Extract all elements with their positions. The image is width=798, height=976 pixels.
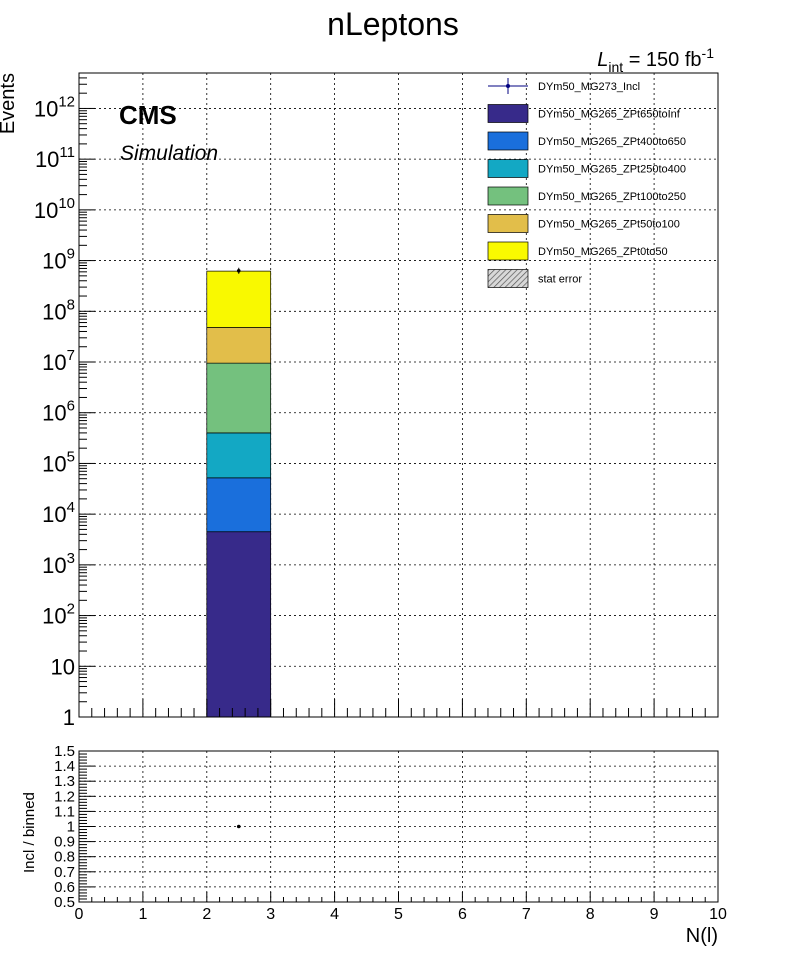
y-tick-base: 10 <box>42 502 66 527</box>
y-tick-exponent: 4 <box>67 499 75 516</box>
y-tick-base: 10 <box>42 451 66 476</box>
legend-label: DYm50_MG265_ZPt0to50 <box>538 246 668 258</box>
lumi-superscript: -1 <box>702 45 715 61</box>
legend-label: DYm50_MG273_Incl <box>538 81 640 93</box>
stack-segment <box>206 432 272 479</box>
y-tick-base: 10 <box>42 350 66 375</box>
data-point <box>236 268 241 273</box>
y-tick-exponent: 12 <box>58 93 75 110</box>
y-tick-label: 1 <box>63 705 75 730</box>
ratio-panel: 0.50.60.70.80.911.11.21.31.41.50 1 2 3 4 5 6 7 8… <box>21 743 727 947</box>
legend-label: DYm50_MG265_ZPt50to100 <box>538 219 680 231</box>
y-tick-label: 10 <box>51 654 75 679</box>
legend: DYm50_MG273_Incl DYm50_MG265_ZPt650toInf D… <box>487 78 686 288</box>
x-tick-label: 10 <box>709 906 727 923</box>
x-tick-label: 0 <box>75 906 84 923</box>
y-tick-exponent: 9 <box>67 246 75 263</box>
y-axis-title: Events <box>0 73 19 134</box>
y-tick-exponent: 10 <box>58 195 75 212</box>
y-tick-label: 1010 <box>34 195 75 223</box>
y-tick-exponent: 3 <box>67 550 75 567</box>
y-tick-label: 106 <box>42 398 75 426</box>
legend-label: DYm50_MG265_ZPt650toInf <box>538 109 681 121</box>
chart-title: nLeptons <box>327 6 459 42</box>
lumi-symbol: L <box>597 49 608 71</box>
x-axis-title: N(l) <box>686 925 718 947</box>
legend-swatch <box>487 214 529 233</box>
ratio-y-tick-label: 1.4 <box>54 758 75 775</box>
y-tick-base: 1 <box>63 705 75 730</box>
y-tick-base: 10 <box>51 654 75 679</box>
legend-label: DYm50_MG265_ZPt250to400 <box>538 164 686 176</box>
stack-segment <box>206 327 272 364</box>
y-tick-base: 10 <box>34 96 58 121</box>
lumi-value: = 150 fb <box>623 49 701 71</box>
ratio-y-tick-label: 1.1 <box>54 803 75 820</box>
legend-swatch <box>487 186 529 206</box>
y-tick-label: 102 <box>42 601 75 629</box>
ratio-y-tick-label: 1 <box>67 819 75 836</box>
ratio-y-tick-label: 0.6 <box>54 879 75 896</box>
ratio-y-tick-label: 0.5 <box>54 894 75 911</box>
legend-swatch <box>487 241 529 261</box>
ratio-y-tick-label: 0.7 <box>54 864 75 881</box>
x-tick-label: 2 <box>202 906 211 923</box>
y-tick-label: 109 <box>42 246 75 274</box>
y-tick-label: 103 <box>42 550 75 578</box>
x-tick-label: 1 <box>138 906 147 923</box>
x-tick-label: 6 <box>458 906 467 923</box>
luminosity-label: Lint = 150 fb-1 <box>597 45 714 75</box>
x-tick-label: 8 <box>586 906 595 923</box>
legend-swatch <box>487 131 529 151</box>
y-tick-exponent: 6 <box>67 398 75 415</box>
x-tick-label: 5 <box>394 906 403 923</box>
y-tick-base: 10 <box>34 198 58 223</box>
y-tick-base: 10 <box>42 299 66 324</box>
ratio-y-tick-label: 0.9 <box>54 834 75 851</box>
legend-swatch <box>487 104 529 123</box>
x-tick-label: 4 <box>330 906 339 923</box>
y-tick-exponent: 8 <box>67 296 75 313</box>
legend-label: stat error <box>538 274 582 286</box>
y-tick-label: 105 <box>42 448 75 476</box>
stack-segment <box>206 270 272 328</box>
legend-swatch-hatch <box>487 269 529 288</box>
ratio-point <box>236 824 241 829</box>
y-tick-label: 1011 <box>35 144 75 172</box>
simulation-label: Simulation <box>120 142 218 165</box>
legend-marker <box>506 84 510 88</box>
y-tick-label: 1012 <box>34 93 75 121</box>
ratio-y-tick-label: 1.3 <box>54 773 75 790</box>
ratio-y-tick-label: 1.2 <box>54 788 75 805</box>
x-tick-label: 9 <box>650 906 659 923</box>
cms-label: CMS <box>119 100 177 130</box>
main-panel: 110102103104105106107108109101010111012E… <box>0 72 719 730</box>
legend-label: DYm50_MG265_ZPt400to650 <box>538 136 686 148</box>
y-tick-label: 107 <box>42 347 75 375</box>
y-tick-base: 10 <box>42 553 66 578</box>
ratio-y-tick-label: 0.8 <box>54 849 75 866</box>
legend-label: DYm50_MG265_ZPt100to250 <box>538 191 686 203</box>
y-tick-exponent: 7 <box>67 347 75 364</box>
y-tick-exponent: 11 <box>59 144 75 161</box>
ratio-y-tick-label: 1.5 <box>54 743 75 760</box>
stack-segment <box>206 477 272 533</box>
y-tick-base: 10 <box>42 604 66 629</box>
y-tick-exponent: 2 <box>67 601 75 618</box>
ratio-y-axis-title: Incl / binned <box>21 792 38 873</box>
legend-swatch <box>487 159 529 178</box>
y-tick-base: 10 <box>42 249 66 274</box>
lumi-subscript: int <box>608 59 623 75</box>
stack-segment <box>206 531 272 718</box>
y-tick-label: 104 <box>42 499 75 527</box>
y-tick-base: 10 <box>35 147 59 172</box>
y-tick-base: 10 <box>42 401 66 426</box>
stack-segment <box>206 362 272 434</box>
y-tick-label: 108 <box>42 296 75 324</box>
x-tick-label: 7 <box>522 906 531 923</box>
y-tick-exponent: 5 <box>67 448 75 465</box>
x-tick-label: 3 <box>266 906 275 923</box>
